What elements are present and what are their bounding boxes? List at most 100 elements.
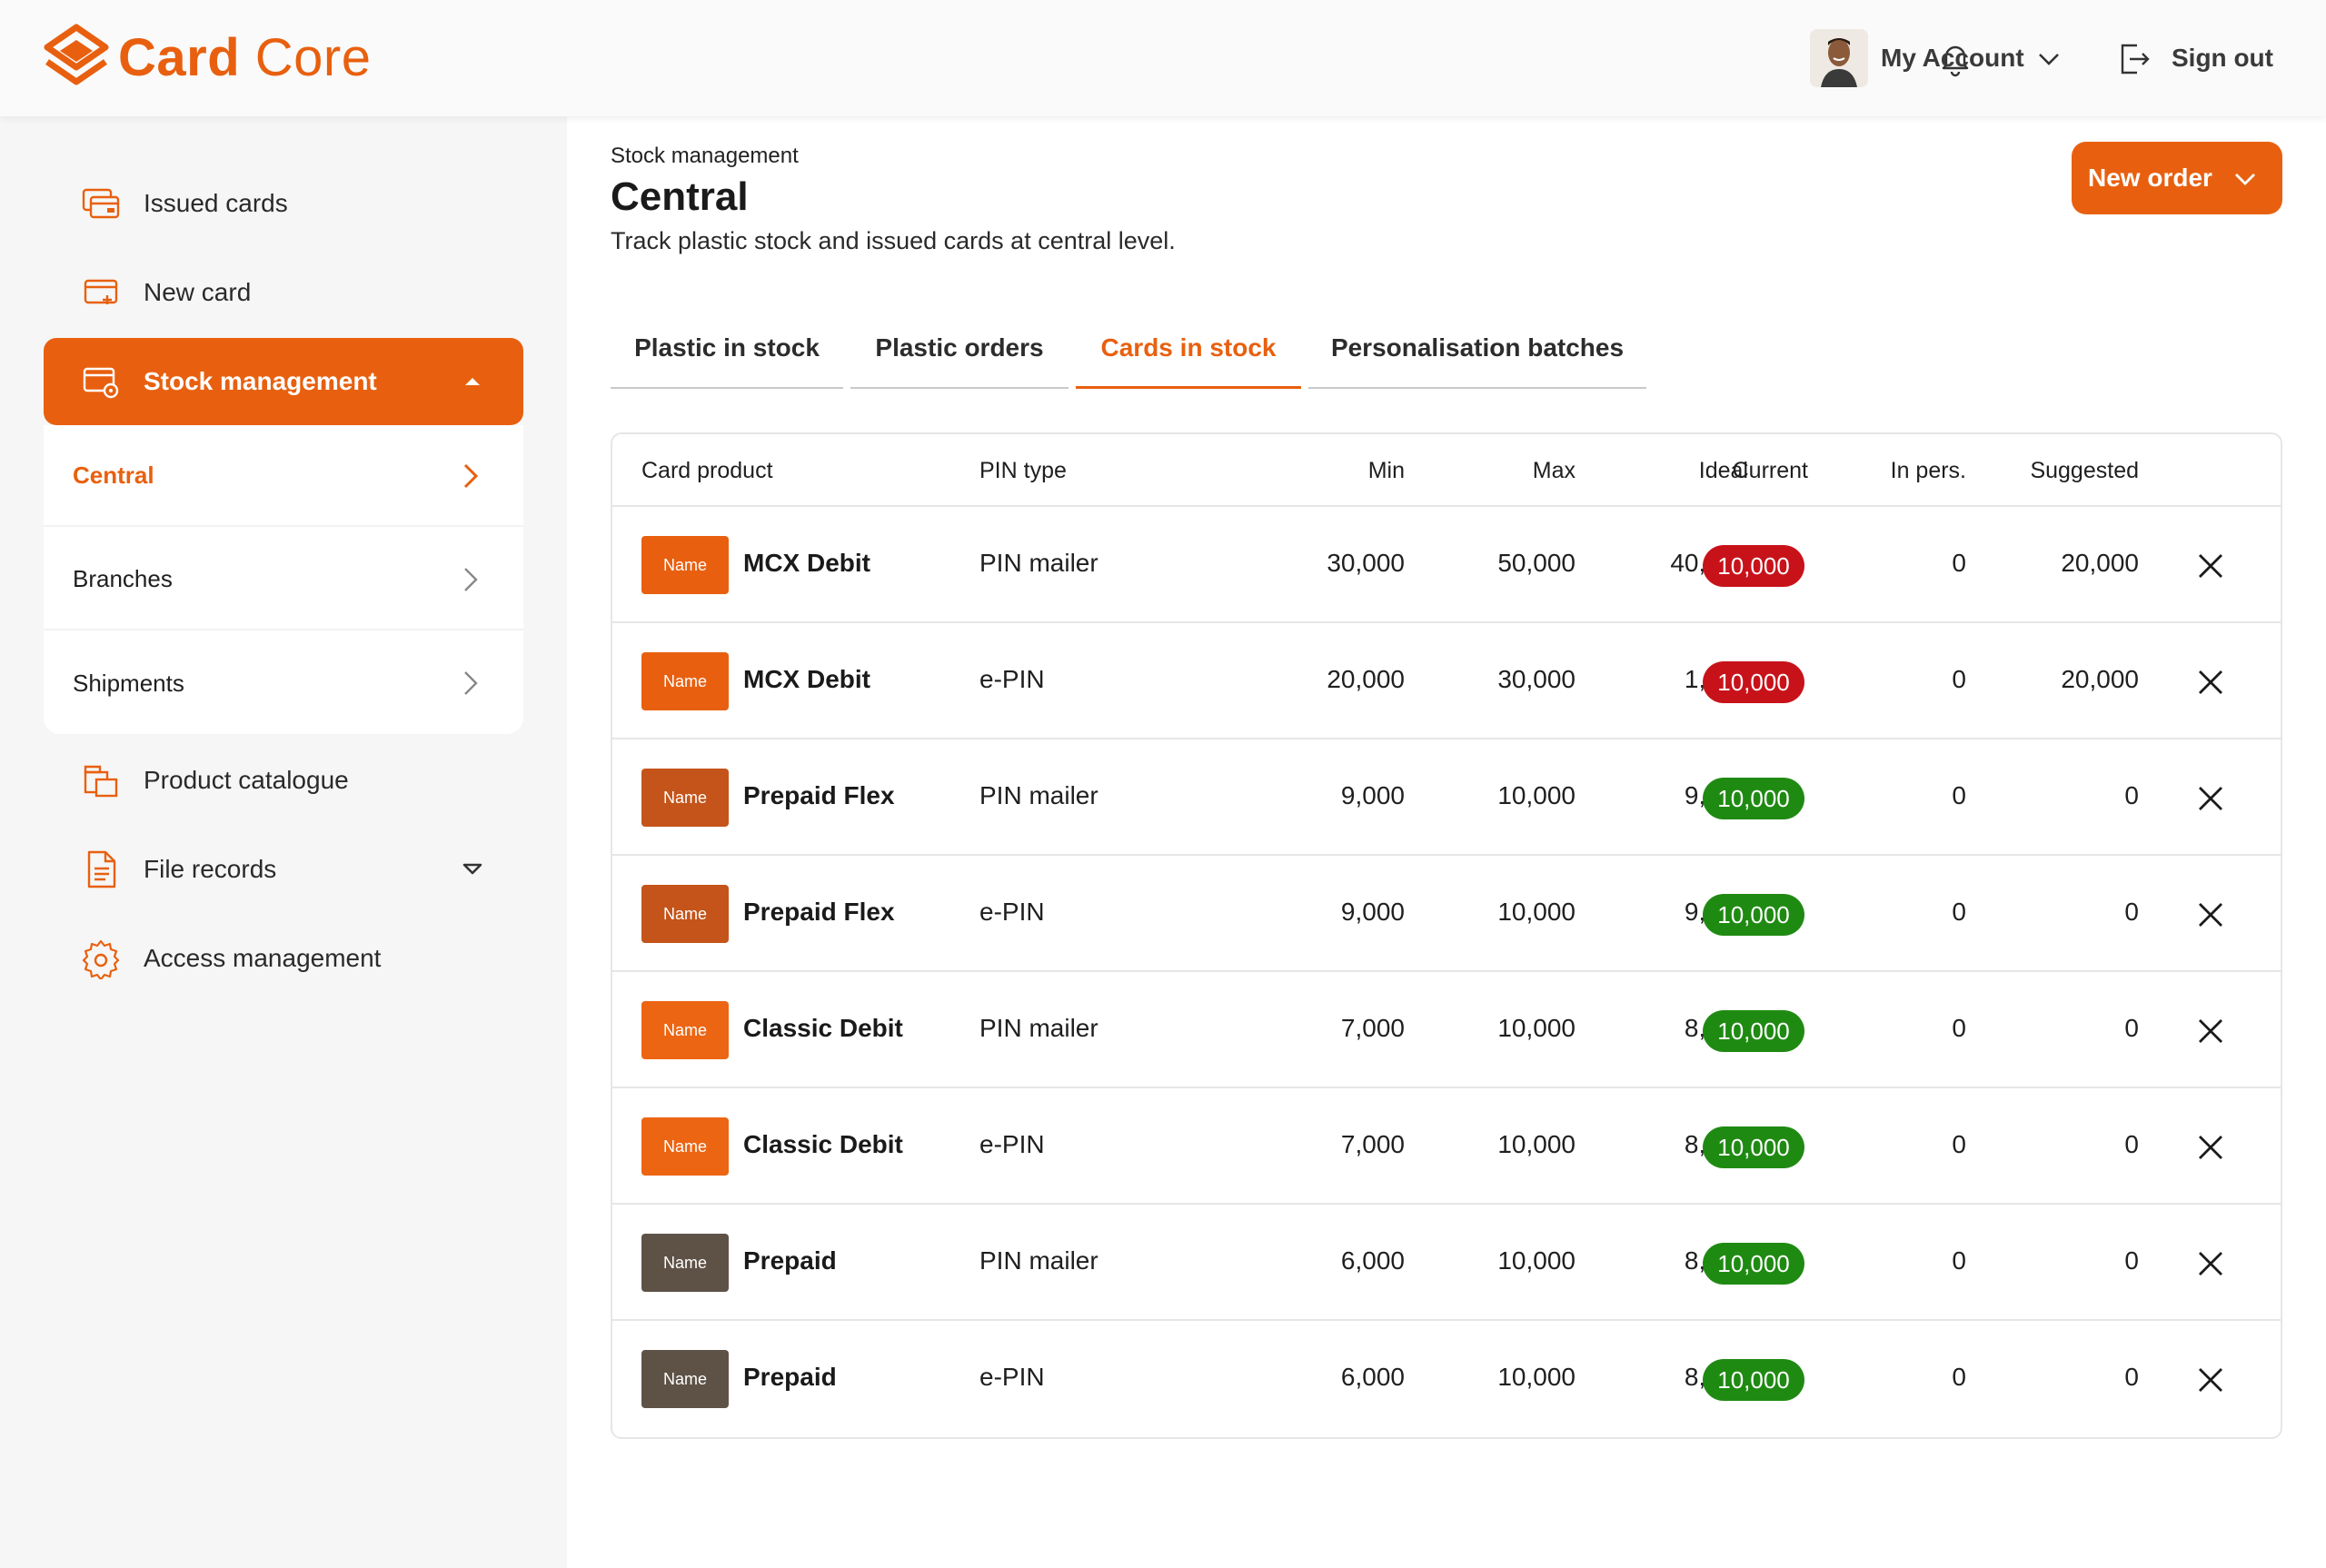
current-stock-badge: 10,000: [1703, 1243, 1804, 1285]
current-stock-badge: 10,000: [1703, 1126, 1804, 1168]
sidebar-item-label: Stock management: [144, 367, 377, 395]
sidebar-item-label: Product catalogue: [144, 766, 349, 794]
close-icon[interactable]: [2195, 783, 2226, 814]
close-icon[interactable]: [2195, 667, 2226, 698]
catalogue-icon: [84, 765, 118, 798]
min-value: 9,000: [1340, 898, 1405, 926]
avatar-image: [1810, 29, 1868, 87]
sidebar-item-stock-management[interactable]: Stock management: [44, 338, 523, 425]
close-icon[interactable]: [2195, 1248, 2226, 1279]
card-thumbnail: Name: [641, 769, 729, 827]
card-product-name: Prepaid: [743, 1246, 837, 1275]
pin-type: PIN mailer: [979, 781, 1098, 809]
sidebar-item-file-records[interactable]: File records: [44, 826, 523, 913]
close-icon[interactable]: [2195, 1016, 2226, 1047]
logo-text: Card Core: [118, 27, 372, 87]
card-thumbnail: Name: [641, 536, 729, 594]
sidebar-item-issued-cards[interactable]: Issued cards: [44, 160, 523, 247]
header-min[interactable]: Min: [1367, 458, 1405, 483]
submenu-item-shipments[interactable]: Shipments: [44, 632, 523, 734]
breadcrumb[interactable]: Stock management: [611, 144, 799, 168]
min-value: 6,000: [1340, 1246, 1405, 1275]
submenu-label: Central: [73, 461, 154, 489]
card-thumbnail: Name: [641, 1350, 729, 1408]
sidebar-item-label: Access management: [144, 944, 382, 972]
max-value: 10,000: [1497, 781, 1576, 809]
chevron-down-icon: [2235, 174, 2255, 185]
card-thumbnail: Name: [641, 1234, 729, 1292]
card-product-name: Prepaid: [743, 1363, 837, 1391]
sidebar-item-product-catalogue[interactable]: Product catalogue: [44, 737, 523, 824]
header-current[interactable]: Current: [1732, 458, 1808, 483]
card-product-name: MCX Debit: [743, 665, 870, 693]
max-value: 30,000: [1497, 665, 1576, 693]
pin-type: e-PIN: [979, 898, 1045, 926]
tab-plastic-in-stock[interactable]: Plastic in stock: [611, 309, 843, 389]
table-header: Card product PIN type Min Max Ideal Curr…: [612, 434, 2281, 507]
submenu-item-central[interactable]: Central: [44, 425, 523, 527]
close-icon[interactable]: [2195, 1132, 2226, 1163]
sign-out-label[interactable]: Sign out: [2172, 44, 2273, 72]
avatar[interactable]: [1810, 29, 1868, 87]
in-pers-value: 0: [1952, 549, 1966, 577]
suggested-value: 0: [2124, 1014, 2139, 1042]
in-pers-value: 0: [1952, 1130, 1966, 1158]
submenu-label: Branches: [73, 564, 173, 592]
tab-plastic-orders[interactable]: Plastic orders: [850, 309, 1069, 389]
card-thumbnail: Name: [641, 1117, 729, 1176]
tab-cards-in-stock[interactable]: Cards in stock: [1076, 309, 1301, 389]
sidebar-item-access-management[interactable]: Access management: [44, 915, 523, 1002]
tab-personalisation-batches[interactable]: Personalisation batches: [1308, 309, 1646, 389]
header-max[interactable]: Max: [1532, 458, 1576, 483]
page-title: Central: [611, 174, 749, 219]
submenu-item-branches[interactable]: Branches: [44, 529, 523, 630]
header-suggested[interactable]: Suggested: [2030, 458, 2139, 483]
in-pers-value: 0: [1952, 1363, 1966, 1391]
logo[interactable]: Card Core: [42, 24, 371, 91]
caret-down-icon[interactable]: [458, 855, 487, 884]
close-icon[interactable]: [2195, 551, 2226, 581]
in-pers-value: 0: [1952, 665, 1966, 693]
current-stock-badge: 10,000: [1703, 1359, 1804, 1401]
min-value: 20,000: [1327, 665, 1405, 693]
sign-out-icon[interactable]: [2115, 40, 2153, 78]
card-product-name: MCX Debit: [743, 549, 870, 577]
suggested-value: 0: [2124, 1130, 2139, 1158]
cards-stack-icon: [82, 188, 120, 219]
chevron-right-icon: [464, 671, 478, 695]
header-card-product[interactable]: Card product: [641, 458, 773, 483]
in-pers-value: 0: [1952, 898, 1966, 926]
header-ideal[interactable]: Ideal: [1698, 458, 1748, 483]
close-icon[interactable]: [2195, 899, 2226, 930]
sidebar-item-new-card[interactable]: New card: [44, 249, 523, 336]
stock-card-icon: [83, 367, 119, 399]
account-label[interactable]: My Account: [1881, 44, 2024, 72]
new-order-label: New order: [2088, 164, 2212, 192]
suggested-value: 0: [2124, 1363, 2139, 1391]
sidebar-item-label: New card: [144, 278, 252, 306]
header-in-pers[interactable]: In pers.: [1890, 458, 1966, 483]
pin-type: e-PIN: [979, 665, 1045, 693]
bell-icon[interactable]: [1935, 38, 1975, 78]
card-product-name: Classic Debit: [743, 1014, 903, 1042]
pin-type: PIN mailer: [979, 1246, 1098, 1275]
chevron-down-icon[interactable]: [2035, 45, 2063, 73]
submenu-label: Shipments: [73, 669, 184, 697]
chevron-up-icon[interactable]: [458, 367, 487, 396]
card-thumbnail: Name: [641, 652, 729, 710]
new-order-button[interactable]: New order: [2072, 142, 2282, 214]
pin-type: e-PIN: [979, 1130, 1045, 1158]
card-product-name: Classic Debit: [743, 1130, 903, 1158]
close-icon[interactable]: [2195, 1365, 2226, 1395]
header-pin-type[interactable]: PIN type: [979, 458, 1067, 483]
max-value: 10,000: [1497, 1130, 1576, 1158]
stock-submenu: Central Branches Shipments: [44, 425, 523, 734]
